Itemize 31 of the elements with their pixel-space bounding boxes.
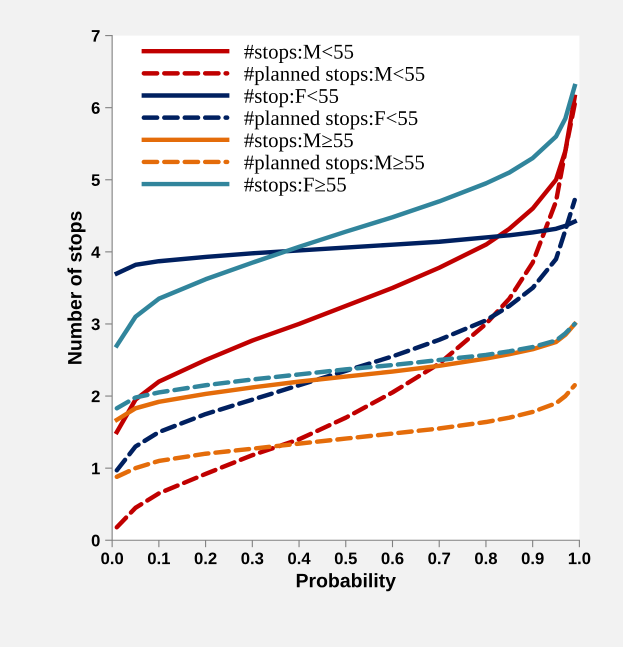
y-tick-label: 3	[91, 318, 100, 330]
x-tick-label: 1.0	[568, 552, 590, 564]
y-tick-label: 1	[92, 462, 100, 474]
legend-label: #stop:F<55	[244, 89, 338, 108]
x-tick-label: 0.0	[101, 552, 124, 564]
y-tick-label: 0	[92, 534, 100, 546]
x-axis-title: Probability	[296, 573, 396, 592]
legend-label: #stops:M≥55	[244, 133, 353, 152]
y-tick-label: 6	[92, 102, 100, 114]
line-series	[114, 198, 577, 473]
x-tick-label: 0.7	[428, 552, 450, 564]
x-tick-label: 0.5	[334, 552, 357, 564]
legend-label: #stops:F≥55	[244, 178, 346, 196]
legend-label: #planned stops:M≥55	[244, 154, 424, 174]
y-tick-label: 4	[91, 246, 100, 258]
x-tick-label: 0.8	[475, 552, 498, 564]
legend-label: #planned stops:F<55	[244, 110, 418, 130]
x-tick-label: 0.9	[522, 552, 544, 564]
y-tick-label: 7	[92, 30, 100, 42]
line-series	[114, 84, 577, 348]
y-tick-label: 2	[92, 390, 100, 402]
legend-label: #stops:M<55	[244, 44, 354, 63]
x-tick-label: 0.4	[288, 552, 311, 564]
x-tick-label: 0.2	[194, 552, 217, 564]
x-tick-label: 0.6	[382, 552, 404, 564]
line-series	[114, 383, 577, 480]
legend-label: #planned stops:M<55	[244, 66, 424, 86]
y-tick-label: 5	[92, 174, 100, 186]
x-tick-label: 0.3	[241, 552, 264, 564]
y-axis-title: Number of stops	[67, 211, 86, 364]
x-tick-label: 0.1	[148, 552, 170, 564]
